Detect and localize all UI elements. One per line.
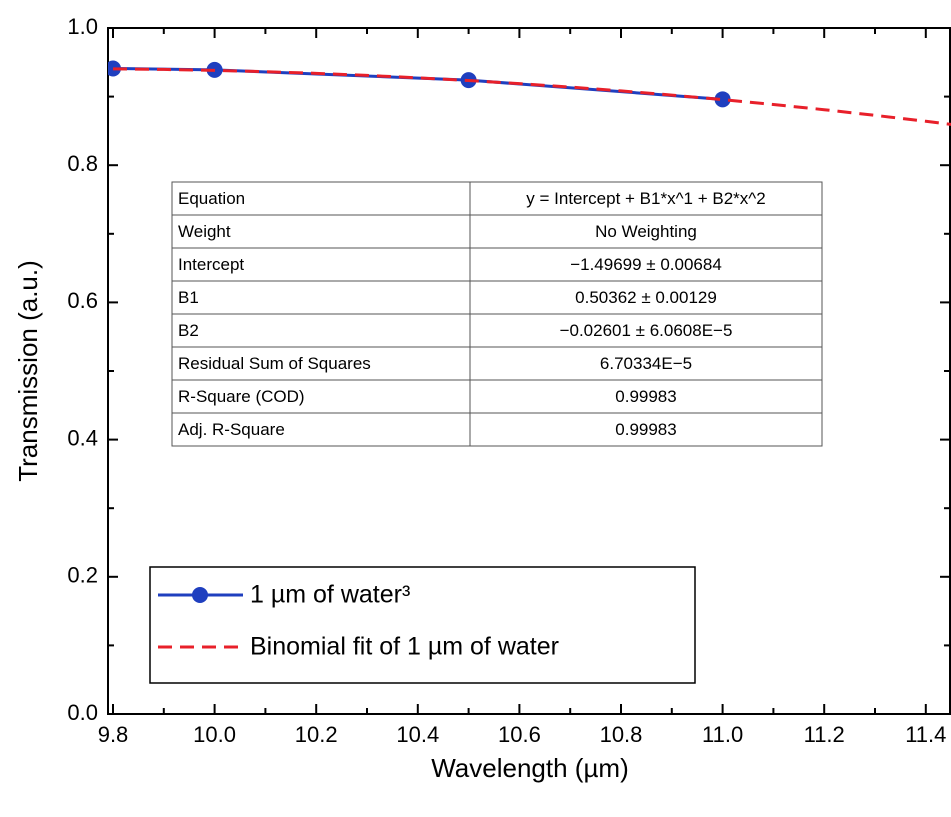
table-value: 0.99983 — [615, 420, 676, 439]
series-line — [112, 66, 723, 101]
table-value: No Weighting — [595, 222, 697, 241]
x-tick-label: 10.8 — [600, 722, 643, 747]
table-label: R-Square (COD) — [178, 387, 305, 406]
x-tick-label: 10.0 — [193, 722, 236, 747]
x-tick-label: 11.2 — [804, 722, 845, 747]
table-cell — [469, 346, 823, 381]
table-cell — [469, 412, 823, 447]
table-value: y = Intercept + B1*x^1 + B2*x^2 — [526, 189, 765, 208]
x-tick-label: 10.4 — [396, 722, 439, 747]
table-value: −1.49699 ± 0.00684 — [570, 255, 722, 274]
y-tick-label: 0.6 — [67, 288, 98, 313]
x-axis-label: Wavelength (µm) — [431, 753, 629, 783]
table-cell — [469, 214, 823, 249]
y-tick-label: 0.0 — [67, 700, 98, 725]
y-tick-label: 0.8 — [67, 151, 98, 176]
series-line — [112, 67, 951, 126]
legend-box — [149, 566, 696, 684]
x-tick-label: 10.2 — [295, 722, 338, 747]
table-value: 0.99983 — [615, 387, 676, 406]
table-cell — [469, 247, 823, 282]
table-cell — [469, 280, 823, 315]
y-tick-label: 0.4 — [67, 425, 98, 450]
y-axis-label: Transmission (a.u.) — [13, 260, 43, 482]
table-label: Residual Sum of Squares — [178, 354, 371, 373]
plot-area — [108, 60, 951, 126]
table-label: B2 — [178, 321, 199, 340]
table-cell — [469, 379, 823, 414]
table-value: 6.70334E−5 — [600, 354, 692, 373]
table-value: −0.02601 ± 6.0608E−5 — [560, 321, 733, 340]
table-cell — [171, 313, 471, 348]
y-tick-label: 1.0 — [67, 14, 98, 39]
y-tick-label: 0.2 — [67, 563, 98, 588]
x-tick-label: 9.8 — [98, 722, 129, 747]
table-cell — [171, 247, 471, 282]
data-point — [714, 91, 731, 108]
x-tick-label: 10.6 — [498, 722, 541, 747]
x-tick-label: 11.0 — [702, 722, 743, 747]
table-label: B1 — [178, 288, 199, 307]
table-cell — [171, 280, 471, 315]
legend-marker — [192, 587, 208, 603]
x-tick-label: 11.4 — [905, 722, 946, 747]
table-label: Equation — [178, 189, 245, 208]
table-cell — [469, 313, 823, 348]
table-label: Adj. R-Square — [178, 420, 285, 439]
table-value: 0.50362 ± 0.00129 — [575, 288, 717, 307]
legend-label: 1 µm of water³ — [250, 581, 410, 609]
table-label: Weight — [178, 222, 231, 241]
legend-label: Binomial fit of 1 µm of water — [250, 633, 559, 661]
table-label: Intercept — [178, 255, 244, 274]
